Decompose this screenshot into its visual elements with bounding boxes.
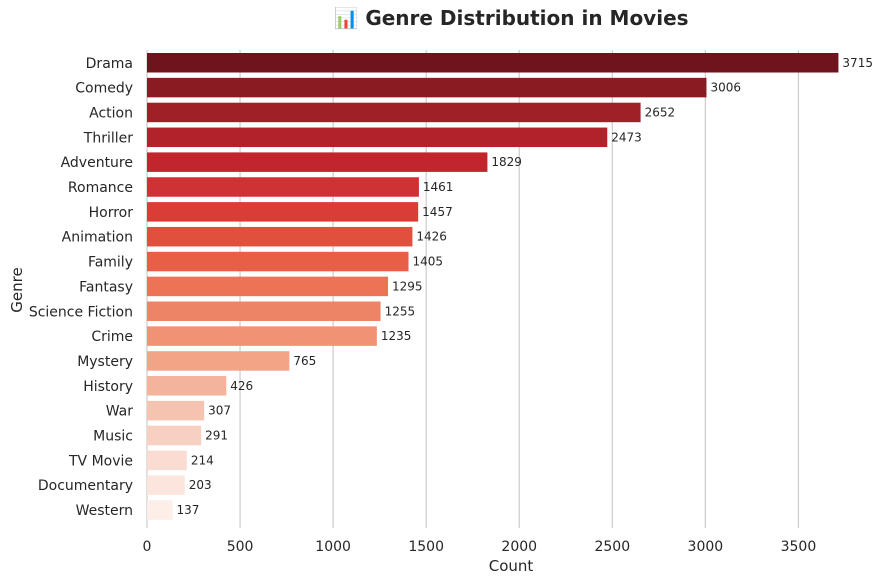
- data-label: 203: [189, 478, 212, 492]
- bar: [147, 177, 419, 197]
- y-tick-label: Animation: [62, 230, 133, 246]
- y-tick-label: Comedy: [75, 81, 133, 97]
- y-axis-label: Genre: [8, 267, 26, 312]
- y-tick-label: Mystery: [77, 354, 133, 370]
- y-tick-label: Fantasy: [79, 279, 133, 295]
- y-tick-label: Drama: [86, 56, 133, 72]
- y-tick-label: Crime: [91, 329, 133, 345]
- y-tick-label: Science Fiction: [29, 304, 133, 320]
- data-label: 2473: [611, 130, 642, 144]
- bar: [147, 326, 377, 346]
- bar: [147, 127, 608, 148]
- data-label: 765: [293, 354, 316, 368]
- y-tick-label: War: [106, 404, 134, 420]
- bar: [147, 102, 641, 123]
- x-tick-labels: 0 500 1000 1500 2000 2500 3000 3500: [143, 539, 817, 555]
- data-label: 1461: [423, 180, 454, 194]
- y-tick-label: Documentary: [38, 478, 133, 494]
- x-tick-label: 3500: [781, 539, 817, 555]
- bar: [147, 450, 187, 471]
- bar: [147, 251, 409, 272]
- x-tick-label: 0: [143, 539, 152, 555]
- x-tick-label: 1500: [408, 539, 444, 555]
- data-label: 214: [191, 453, 214, 467]
- bar: [147, 400, 205, 421]
- x-tick-label: 3000: [688, 539, 724, 555]
- bar: [147, 152, 488, 172]
- bar: [147, 53, 839, 73]
- bars: [147, 53, 839, 520]
- y-tick-label: TV Movie: [68, 453, 133, 469]
- y-tick-label: Western: [76, 503, 133, 519]
- bar: [147, 301, 381, 321]
- y-tick-labels: Drama Comedy Action Thriller Adventure Romanc…: [29, 56, 133, 519]
- data-label: 291: [205, 429, 228, 443]
- y-tick-label: Romance: [68, 180, 133, 196]
- data-label: 3006: [710, 81, 741, 95]
- bar: [147, 376, 227, 396]
- bar: [147, 475, 185, 495]
- bar: [147, 351, 290, 371]
- data-label: 137: [176, 503, 199, 517]
- bar: [147, 77, 707, 98]
- data-label: 1457: [422, 205, 453, 219]
- chart-title: 📊 Genre Distribution in Movies: [333, 6, 688, 30]
- bar: [147, 425, 202, 446]
- bar: [147, 226, 413, 247]
- data-label: 1829: [491, 155, 522, 169]
- y-tick-label: Music: [93, 429, 133, 445]
- y-tick-label: Horror: [89, 205, 134, 221]
- data-label: 3715: [842, 56, 873, 70]
- data-label: 2652: [645, 105, 676, 119]
- x-tick-label: 1000: [315, 539, 351, 555]
- data-label: 1405: [412, 255, 443, 269]
- data-label: 1295: [392, 279, 423, 293]
- data-label: 1235: [381, 329, 412, 343]
- y-tick-label: Family: [88, 255, 133, 271]
- x-axis-label: Count: [489, 557, 534, 575]
- bar: [147, 276, 389, 297]
- y-tick-label: Adventure: [61, 155, 133, 171]
- data-label: 307: [208, 404, 231, 418]
- x-tick-label: 500: [227, 539, 254, 555]
- data-label: 1426: [416, 230, 447, 244]
- y-tick-label: Action: [89, 105, 133, 121]
- x-tick-label: 2500: [594, 539, 630, 555]
- data-label: 426: [230, 379, 253, 393]
- y-tick-label: History: [83, 379, 133, 395]
- y-tick-label: Thriller: [83, 130, 133, 146]
- bar: [147, 500, 173, 520]
- x-tick-label: 2000: [501, 539, 537, 555]
- bar: [147, 202, 419, 222]
- data-label: 1255: [385, 304, 416, 318]
